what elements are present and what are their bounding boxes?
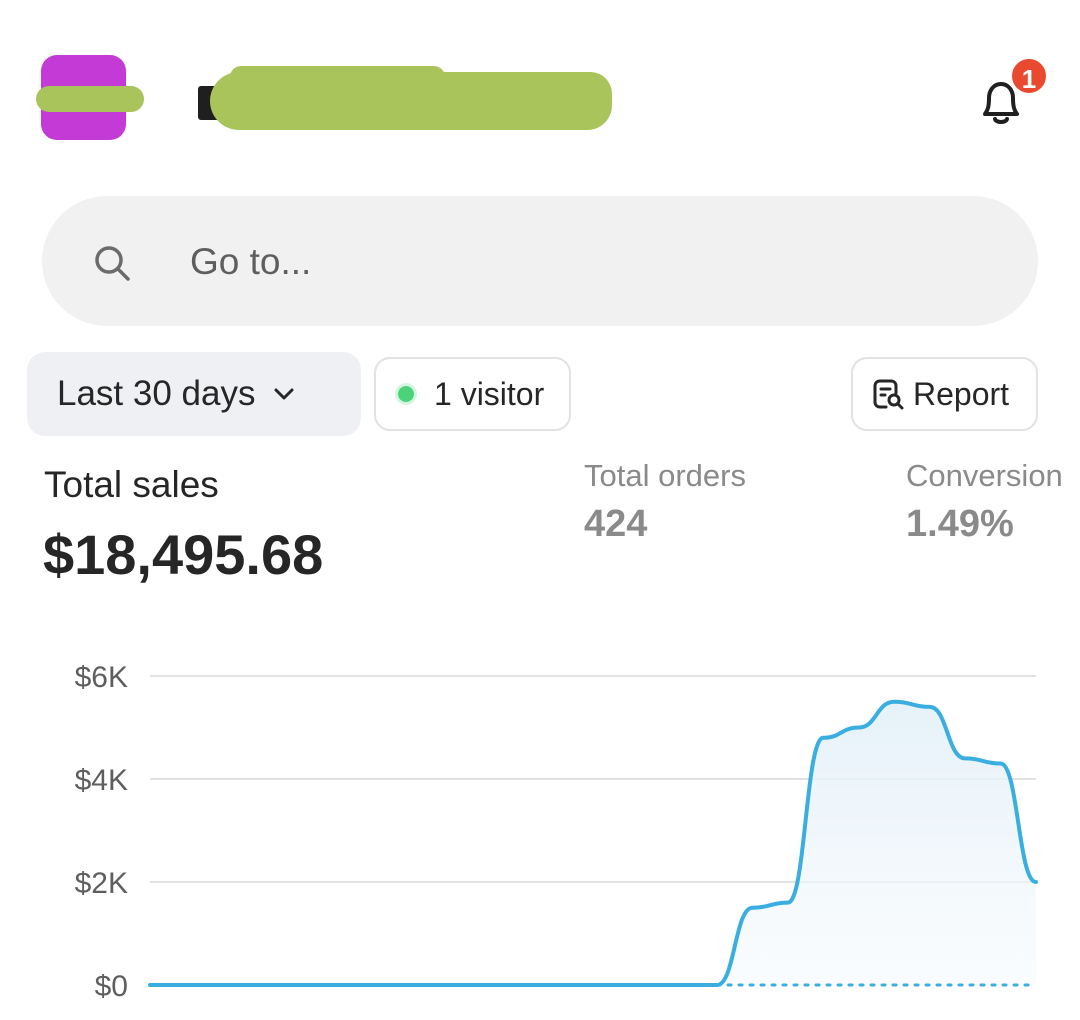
date-range-selector[interactable]: Last 30 days — [27, 352, 361, 436]
redaction-mark — [230, 66, 445, 88]
total-orders-value: 424 — [584, 503, 648, 545]
date-range-label: Last 30 days — [57, 374, 256, 413]
conversion-value: 1.49% — [906, 503, 1014, 545]
y-tick-label: $4K — [75, 764, 128, 797]
sales-chart: $0 $2K $4K $6K — [75, 661, 1038, 1003]
sales-area — [717, 701, 1036, 985]
conversion-label[interactable]: Conversion — [906, 458, 1063, 493]
report-label: Report — [913, 375, 1010, 412]
search-icon — [95, 246, 130, 281]
notification-badge: 1 — [1009, 56, 1049, 96]
total-orders-label[interactable]: Total orders — [584, 458, 746, 493]
y-tick-label: $6K — [75, 661, 128, 694]
sales-series-line — [148, 699, 1038, 987]
total-sales-value: $18,495.68 — [43, 523, 324, 586]
report-button[interactable]: Report — [851, 357, 1038, 431]
live-visitors-button[interactable]: 1 visitor — [374, 357, 571, 431]
total-sales-label: Total sales — [44, 464, 219, 505]
y-tick-label: $0 — [95, 970, 128, 1003]
search-input[interactable] — [190, 236, 970, 288]
redaction-mark — [36, 86, 144, 112]
y-tick-label: $2K — [75, 867, 128, 900]
report-icon — [873, 379, 904, 410]
chevron-down-icon — [274, 388, 294, 400]
live-status-dot — [398, 386, 414, 402]
live-visitors-label: 1 visitor — [434, 375, 545, 412]
bell-icon[interactable] — [973, 74, 1029, 130]
